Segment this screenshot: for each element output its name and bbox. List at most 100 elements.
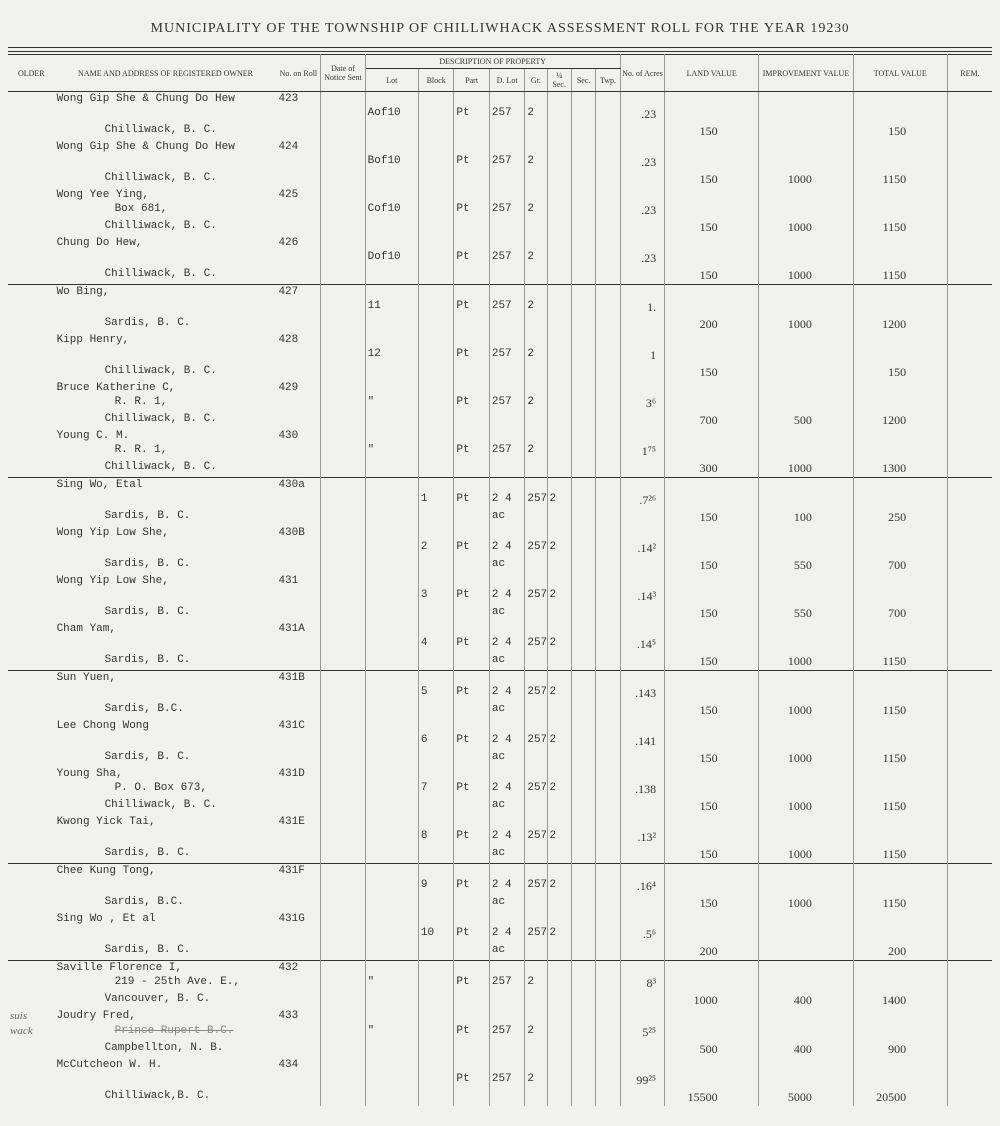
gr-cell [525, 719, 547, 733]
lot-cell [365, 509, 418, 526]
dlot-cell [489, 364, 524, 381]
rem-cell [947, 815, 992, 829]
lot-cell [365, 1041, 418, 1058]
owner-sub: Prince Rupert B.C. [55, 1024, 277, 1041]
imp-cell [759, 733, 820, 750]
margin-cell [8, 719, 55, 733]
imp-cell [759, 943, 820, 961]
dlot-cell [489, 719, 524, 733]
twp-cell [596, 492, 620, 509]
total-dec [914, 540, 947, 557]
roll-no: 431F [276, 864, 320, 878]
part-cell [454, 123, 489, 140]
roll-no [276, 219, 320, 236]
table-row: P. O. Box 673, 7 Pt 2 4 257 2 .138 [8, 781, 992, 798]
roll-no [276, 316, 320, 333]
date-cell [321, 992, 365, 1009]
rem-cell [947, 202, 992, 219]
margin-cell [8, 171, 55, 188]
twp-cell [596, 846, 620, 864]
dlot-cell: ac [489, 846, 524, 864]
acres-cell [620, 671, 664, 685]
gr-cell [525, 236, 547, 250]
total-cell: 1150 [853, 171, 914, 188]
table-row: Sardis, B. C. ac 150 1000 1150 [8, 846, 992, 864]
total-dec [914, 829, 947, 846]
dlot-cell [489, 574, 524, 588]
part-cell: Pt [454, 540, 489, 557]
owner-sub: R. R. 1, [55, 443, 277, 460]
imp-dec [820, 412, 853, 429]
rem-cell [947, 1089, 992, 1106]
dlot-cell [489, 236, 524, 250]
qsec-cell: 2 [547, 588, 571, 605]
imp-cell [759, 236, 820, 250]
sec-cell [571, 912, 595, 926]
twp-cell [596, 1024, 620, 1041]
roll-no [276, 685, 320, 702]
gr-cell [525, 526, 547, 540]
sec-cell [571, 526, 595, 540]
imp-cell [759, 202, 820, 219]
owner-sub: P. O. Box 673, [55, 781, 277, 798]
margin-cell [8, 412, 55, 429]
roll-no [276, 557, 320, 574]
block-cell: 5 [418, 685, 453, 702]
margin-cell [8, 250, 55, 267]
gr-cell [525, 123, 547, 140]
total-cell: 1150 [853, 702, 914, 719]
lot-cell: Bof10 [365, 154, 418, 171]
sec-cell [571, 412, 595, 429]
qsec-cell [547, 347, 571, 364]
lot-cell [365, 685, 418, 702]
gr-cell [525, 912, 547, 926]
land-dec [726, 540, 759, 557]
total-cell [853, 926, 914, 943]
acres-cell [620, 188, 664, 202]
total-cell: 1150 [853, 267, 914, 285]
dlot-cell [489, 1058, 524, 1072]
sec-cell [571, 1058, 595, 1072]
owner-sub [55, 926, 277, 943]
acres-cell [620, 333, 664, 347]
roll-no [276, 750, 320, 767]
margin-cell [8, 781, 55, 798]
gr-cell [525, 429, 547, 443]
roll-no [276, 509, 320, 526]
block-cell [418, 478, 453, 492]
part-cell: Pt [454, 685, 489, 702]
part-cell [454, 671, 489, 685]
table-row: Chilliwack, B. C. 300 1000 1300 [8, 460, 992, 478]
table-row: 12 Pt 257 2 1 [8, 347, 992, 364]
qsec-cell [547, 1072, 571, 1089]
title-year: 30 [834, 20, 849, 35]
block-cell [418, 1041, 453, 1058]
total-cell [853, 719, 914, 733]
twp-cell [596, 478, 620, 492]
part-cell [454, 188, 489, 202]
dlot-cell: 2 4 [489, 829, 524, 846]
table-row: Wong Yip Low She, 430B [8, 526, 992, 540]
twp-cell [596, 557, 620, 574]
margin-cell [8, 605, 55, 622]
land-cell: 300 [665, 460, 726, 478]
acres-cell: .23 [620, 202, 664, 219]
qsec-cell: 2 [547, 781, 571, 798]
block-cell [418, 236, 453, 250]
land-cell: 15500 [665, 1089, 726, 1106]
total-cell: 1150 [853, 846, 914, 864]
qsec-cell [547, 92, 571, 107]
sec-cell [571, 123, 595, 140]
margin-cell [8, 478, 55, 492]
imp-dec [820, 636, 853, 653]
imp-cell [759, 140, 820, 154]
lot-cell [365, 912, 418, 926]
land-dec [726, 912, 759, 926]
total-cell: 150 [853, 123, 914, 140]
table-row: Pt 257 2 99²⁵ [8, 1072, 992, 1089]
imp-dec [820, 333, 853, 347]
rem-cell [947, 829, 992, 846]
imp-dec [820, 767, 853, 781]
dlot-cell: 257 [489, 250, 524, 267]
acres-cell [620, 798, 664, 815]
